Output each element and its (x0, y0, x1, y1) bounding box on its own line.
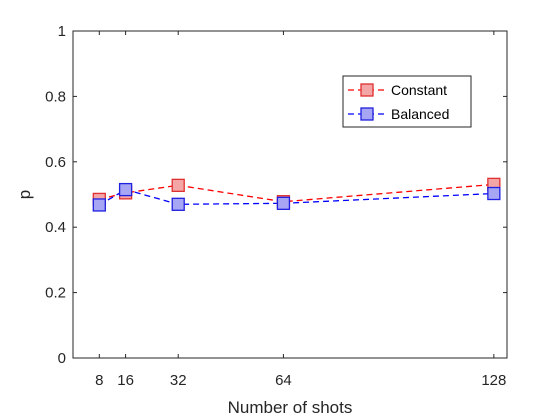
x-tick-label: 16 (117, 372, 134, 389)
legend-marker-constant (360, 83, 374, 97)
data-point-constant (171, 178, 185, 192)
y-tick-label: 0.2 (45, 285, 66, 302)
y-tick-label: 0.4 (45, 219, 66, 236)
data-point-balanced (118, 182, 133, 197)
x-tick-label: 8 (95, 372, 103, 389)
data-point-balanced (276, 196, 291, 210)
legend-marker-balanced (360, 107, 374, 121)
legend-label-constant: Constant (391, 82, 447, 98)
y-tick-label: 0.6 (45, 154, 66, 171)
data-point-balanced (487, 186, 501, 201)
x-tick-label: 32 (170, 372, 187, 389)
legend-label-balanced: Balanced (391, 106, 449, 122)
data-point-balanced (92, 198, 106, 212)
x-tick-label: 128 (481, 372, 506, 389)
axes-box (72, 30, 508, 359)
legend: Constant Balanced (342, 75, 472, 128)
y-tick-label: 0 (58, 350, 66, 367)
y-tick-label: 0.8 (45, 88, 66, 105)
x-tick-label: 64 (275, 372, 292, 389)
y-axis-label: p (15, 190, 34, 199)
series-layer (92, 177, 501, 212)
y-tick-label: 1 (58, 23, 66, 40)
data-point-balanced (171, 197, 185, 211)
x-axis-label: Number of shots (228, 398, 353, 417)
axes-layer: 8 16 32 64 128 0 0.2 0.4 0.6 0.8 1 (45, 23, 508, 389)
